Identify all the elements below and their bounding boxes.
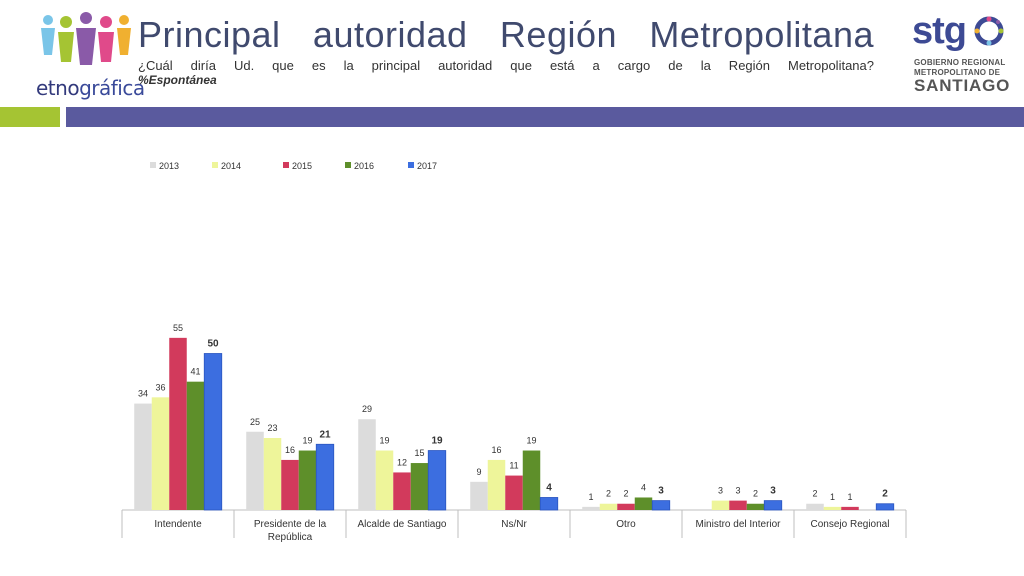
data-label-2017-6: 2: [882, 489, 888, 500]
data-label-2016-2: 15: [414, 448, 424, 458]
data-label-2017-2: 19: [431, 436, 443, 447]
category-label-5: Ministro del Interior: [695, 519, 781, 530]
category-label-1: República: [268, 532, 313, 543]
data-label-2016-0: 41: [190, 367, 200, 377]
legend-swatch-2015: [283, 162, 289, 168]
bar-2015-6: [841, 506, 859, 510]
data-label-2015-1: 16: [285, 445, 295, 455]
bar-2014-3: [487, 459, 506, 510]
bar-2013-3: [470, 481, 488, 510]
stgo-brand-text: stg: [912, 10, 967, 52]
header-accent-blue: [66, 107, 1024, 127]
legend-label-2014: 2014: [221, 161, 241, 171]
bar-2016-0: [186, 381, 205, 510]
data-label-2016-1: 19: [302, 436, 312, 446]
bar-2013-6: [806, 503, 824, 510]
category-label-0: Intendente: [154, 519, 202, 530]
bar-2013-2: [358, 419, 376, 510]
bar-2017-0: [203, 353, 223, 511]
bar-2016-4: [634, 497, 653, 510]
legend-swatch-2014: [212, 162, 218, 168]
bar-2017-6: [875, 503, 895, 511]
data-label-2017-1: 21: [319, 429, 331, 440]
bar-2013-0: [134, 403, 152, 510]
stgo-logo: stg GOBIERNO REGIONAL METROPOLITANO DE S…: [912, 10, 1012, 100]
bar-2017-2: [427, 450, 447, 511]
data-label-2015-3: 11: [509, 461, 518, 471]
data-label-2014-1: 23: [267, 423, 277, 433]
bar-2014-2: [375, 450, 394, 510]
category-label-3: Ns/Nr: [501, 519, 527, 530]
bar-2015-5: [729, 500, 747, 510]
data-label-2014-5: 3: [718, 486, 723, 496]
data-label-2015-4: 2: [623, 489, 628, 499]
header-accent-green: [0, 107, 60, 127]
stgo-line2: METROPOLITANO DE: [914, 68, 1001, 77]
data-label-2014-4: 2: [606, 489, 611, 499]
data-label-2017-0: 50: [207, 339, 219, 350]
category-label-2: Alcalde de Santiago: [358, 519, 447, 530]
bar-2013-4: [582, 506, 600, 510]
stgo-o-icon: [974, 16, 1004, 46]
data-label-2015-5: 3: [735, 486, 740, 496]
data-label-2014-2: 19: [379, 436, 389, 446]
etnografica-wordmark: etnográfica: [36, 76, 145, 100]
legend-label-2016: 2016: [354, 161, 374, 171]
stgo-line3: SANTIAGO: [914, 76, 1011, 95]
data-label-2013-1: 25: [250, 417, 260, 427]
stgo-line1: GOBIERNO REGIONAL: [914, 58, 1006, 67]
bar-2013-1: [246, 431, 264, 510]
data-label-2013-6: 2: [812, 489, 817, 499]
bar-chart: 2013 2014 2015 2016 20173436554150Intendente…: [121, 161, 907, 543]
data-label-2017-4: 3: [658, 486, 664, 497]
bar-2015-3: [505, 475, 523, 510]
legend-swatch-2013: [150, 162, 156, 168]
bar-2016-2: [410, 463, 429, 510]
bar-2016-1: [298, 450, 317, 510]
data-label-2013-4: 1: [588, 492, 593, 502]
bar-2016-5: [746, 503, 765, 510]
legend-swatch-2016: [345, 162, 351, 168]
page-title: Principal autoridad Región Metropolitana: [138, 14, 874, 55]
data-label-2013-3: 9: [476, 467, 481, 477]
category-label-1: Presidente de la: [254, 519, 327, 530]
bar-2014-4: [599, 503, 618, 510]
data-label-2014-0: 36: [155, 382, 165, 392]
bar-2017-5: [763, 500, 783, 511]
bar-2017-3: [539, 497, 559, 511]
bar-2015-0: [169, 337, 187, 510]
bar-2016-3: [522, 450, 541, 510]
bar-2014-6: [823, 506, 842, 510]
legend-label-2013: 2013: [159, 161, 179, 171]
bar-2014-5: [711, 500, 730, 510]
legend-label-2015: 2015: [292, 161, 312, 171]
data-label-2015-6: 1: [847, 492, 852, 502]
page-subtitle: ¿Cuál diría Ud. que es la principal auto…: [138, 58, 874, 73]
category-label-6: Consejo Regional: [811, 519, 890, 530]
data-label-2013-0: 34: [138, 389, 148, 399]
bar-2014-0: [151, 397, 170, 510]
category-label-4: Otro: [616, 519, 636, 530]
bar-2014-1: [263, 438, 282, 510]
bar-2017-1: [315, 443, 335, 511]
data-label-2015-0: 55: [173, 323, 183, 333]
legend-label-2017: 2017: [417, 161, 437, 171]
data-label-2014-6: 1: [830, 492, 835, 502]
data-label-2015-2: 12: [397, 457, 407, 467]
data-label-2013-2: 29: [362, 404, 372, 414]
data-label-2016-4: 4: [641, 482, 646, 492]
data-label-2017-3: 4: [546, 482, 552, 493]
data-label-2017-5: 3: [770, 486, 776, 497]
bar-2015-2: [393, 472, 411, 510]
page-subtitle-note: %Espontánea: [138, 73, 217, 87]
data-label-2016-5: 2: [753, 489, 758, 499]
bar-2015-1: [281, 459, 299, 510]
data-label-2014-3: 16: [491, 445, 501, 455]
bar-2015-4: [617, 503, 635, 510]
etnografica-logo: [41, 12, 131, 65]
bar-2017-4: [651, 500, 671, 511]
legend-swatch-2017: [408, 162, 414, 168]
data-label-2016-3: 19: [526, 436, 536, 446]
